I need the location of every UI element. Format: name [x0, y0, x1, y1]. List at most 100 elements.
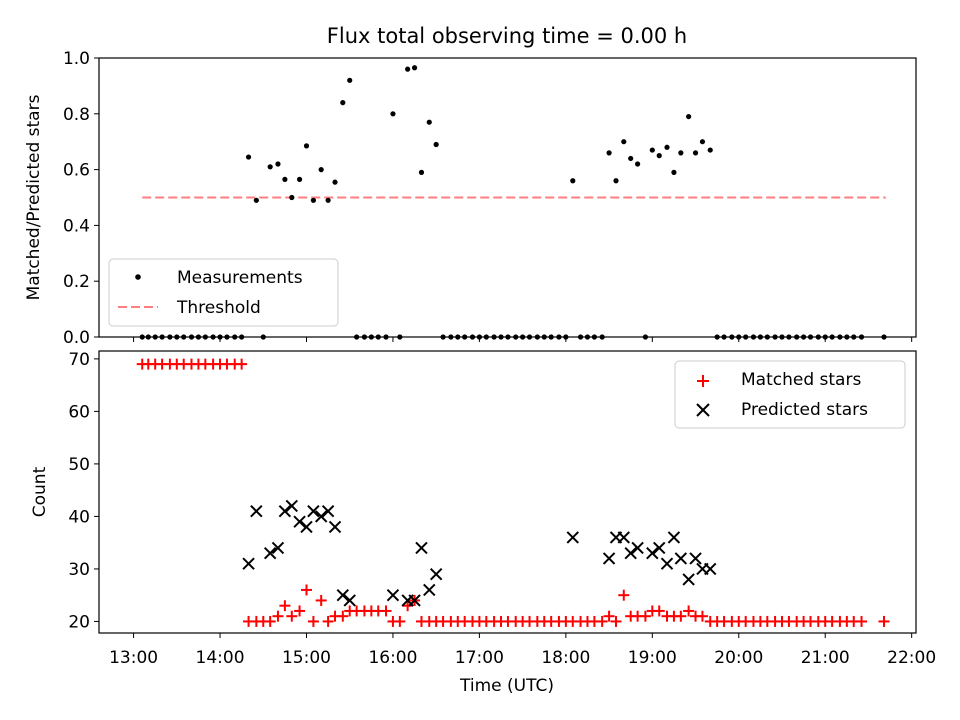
ratio-y-axis-label: Matched/Predicted stars [24, 94, 44, 300]
measurement-point [418, 169, 425, 175]
predicted-star-point [423, 583, 436, 597]
matched-star-point [683, 605, 695, 617]
count-legend-box [674, 360, 906, 429]
measurement-point [325, 197, 331, 203]
predicted-star-point [624, 546, 637, 560]
predicted-star-point [429, 567, 443, 581]
measurement-point [433, 141, 439, 148]
matched-star-point [394, 615, 406, 627]
count-y-tick-label: 20 [68, 612, 90, 632]
measurement-point [267, 164, 273, 170]
predicted-star-point [674, 552, 688, 565]
measurement-point [405, 66, 411, 72]
matched-star-point [322, 615, 334, 627]
measurement-point [570, 178, 576, 184]
ratio-panel: 0.0 0.2 0.4 0.6 0.8 1.0 Matched/Predicted sta… [24, 49, 917, 348]
ratio-y-tick-label: 1.0 [63, 49, 90, 69]
measurement-point [411, 65, 418, 71]
predicted-star-point [408, 594, 421, 607]
measurement-point [332, 179, 338, 185]
matched-star-point [337, 610, 349, 622]
matched-star-point [380, 605, 392, 617]
predicted-star-point [285, 499, 299, 513]
ratio-panel-frame [98, 57, 917, 338]
matched-star-point [272, 610, 284, 622]
predicted-star-point [278, 504, 292, 518]
count-marks [136, 358, 890, 627]
measurement-point [613, 178, 619, 184]
matched-star-point [300, 584, 312, 596]
measurement-point [347, 77, 353, 83]
matched-star-point [653, 605, 665, 617]
matched-star-point [264, 615, 276, 627]
measurement-point [635, 161, 641, 167]
matched-star-point [603, 610, 615, 622]
matched-star-point [596, 615, 608, 627]
measurement-point [310, 197, 317, 203]
measurement-point [426, 119, 432, 125]
count-y-tick-label: 60 [68, 402, 90, 422]
predicted-star-point [682, 573, 695, 586]
count-y-tick-label: 40 [68, 507, 90, 527]
count-x-tick-label: 19:00 [628, 648, 677, 668]
predicted-star-point [631, 541, 644, 555]
matched-star-point [675, 610, 687, 622]
count-x-tick-label: 14:00 [196, 648, 245, 668]
predicted-star-point [653, 541, 666, 555]
matched-star-point [878, 615, 890, 627]
measurement-point [649, 147, 655, 153]
matched-star-point [286, 610, 298, 622]
count-y-tick-label: 50 [68, 455, 90, 475]
matched-star-point [315, 594, 327, 606]
predicted-star-point [336, 588, 350, 602]
predicted-star-point [242, 557, 255, 570]
matched-star-point [279, 600, 291, 612]
count-x-tick-label: 13:00 [109, 648, 158, 668]
measurement-point [686, 113, 692, 120]
count-x-tick-label: 17:00 [455, 648, 504, 668]
ratio-legend-box [108, 258, 339, 327]
measurement-point [671, 169, 677, 175]
predicted-star-point [689, 552, 702, 565]
count-x-tick-label: 15:00 [282, 648, 331, 668]
count-axes: 20 30 40 50 60 70 13:00 14:00 15:00 16:00 17:00 18:… [68, 350, 936, 668]
predicted-star-point [314, 510, 328, 523]
measurement-point [303, 143, 310, 149]
legend-threshold-label: Threshold [176, 298, 261, 318]
measurement-point [628, 155, 634, 162]
x-axis-label: Time (UTC) [459, 676, 554, 696]
predicted-star-point [566, 531, 579, 544]
predicted-star-point [250, 504, 263, 518]
matched-star-point [696, 610, 708, 622]
measurement-point [245, 154, 252, 160]
measurement-point [282, 176, 288, 182]
count-y-tick-label: 70 [68, 350, 90, 370]
predicted-star-point [386, 588, 400, 602]
predicted-star-point [293, 515, 306, 528]
count-legend: Matched stars Predicted stars [674, 360, 906, 429]
predicted-star-point [271, 541, 285, 555]
predicted-star-point [263, 546, 277, 560]
ratio-y-tick-label: 0.0 [63, 328, 90, 348]
measurement-point [664, 144, 670, 150]
predicted-star-point [321, 504, 335, 518]
predicted-star-point [415, 541, 428, 555]
predicted-star-point [328, 520, 342, 534]
measurement-point [340, 100, 346, 106]
ratio-y-tick-label: 0.4 [63, 216, 90, 236]
ratio-y-tick-label: 0.6 [63, 161, 90, 181]
count-x-tick-label: 21:00 [801, 648, 850, 668]
predicted-star-point [660, 557, 674, 570]
predicted-star-point [300, 520, 313, 534]
measurement-point [253, 197, 259, 203]
measurement-point [699, 139, 706, 145]
count-panel-frame [98, 350, 917, 634]
matched-star-point [236, 358, 248, 370]
measurement-point [275, 161, 281, 167]
ratio-axes: 0.0 0.2 0.4 0.6 0.8 1.0 [63, 49, 913, 348]
matched-star-point [639, 610, 651, 622]
predicted-star-point [667, 531, 681, 544]
measurement-point [656, 153, 662, 159]
measurement-point [318, 167, 324, 173]
